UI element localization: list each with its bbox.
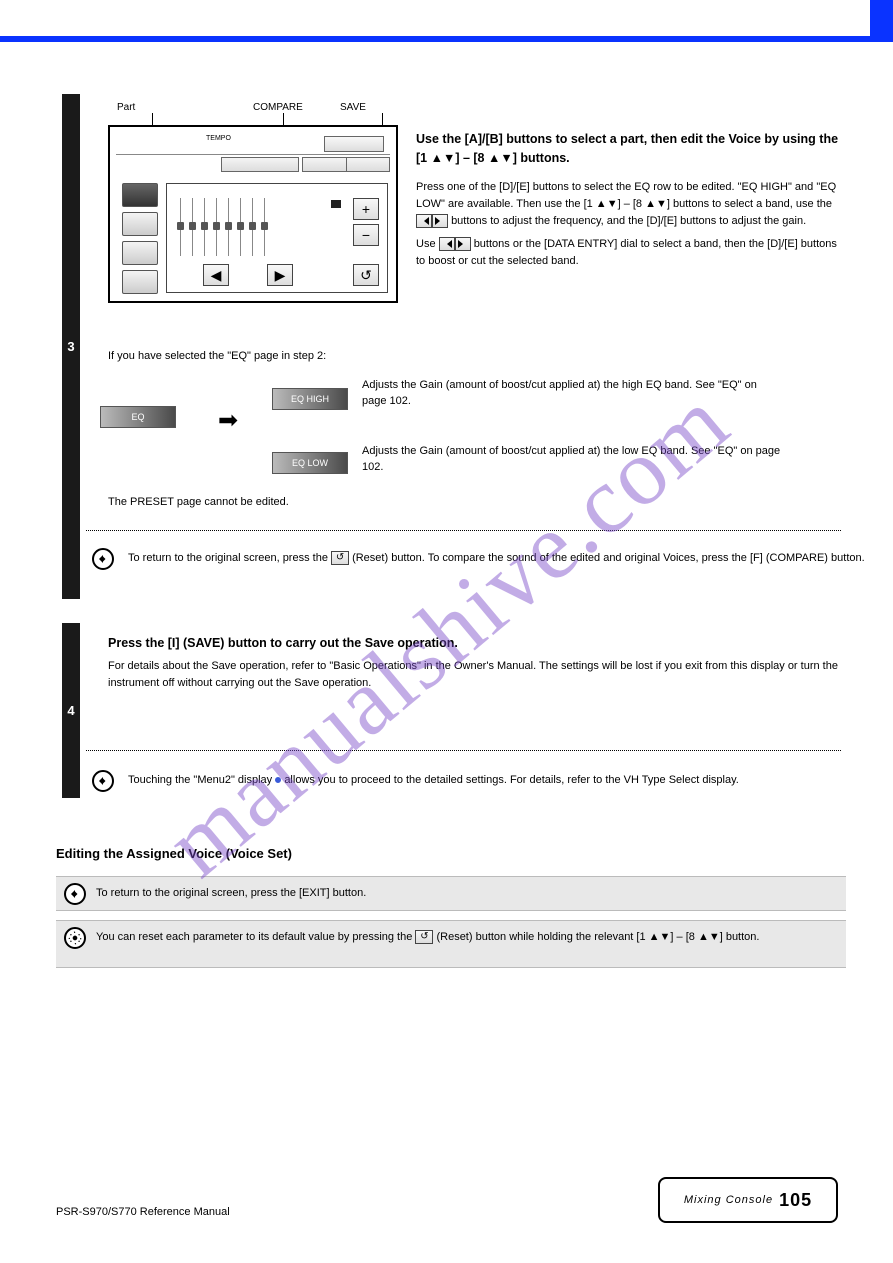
eq-side-btn-2[interactable] — [122, 212, 158, 236]
tempo-label: TEMPO — [206, 135, 231, 142]
eq-slider-1[interactable] — [177, 198, 185, 256]
callout-save: SAVE — [340, 102, 366, 113]
eq-indicator — [331, 200, 341, 208]
left-arrow-icon — [416, 214, 432, 228]
reset-button[interactable]: ↺ — [353, 264, 379, 286]
step3-para1: Press one of the [D]/[E] buttons to sele… — [416, 179, 841, 230]
header-tab — [870, 0, 893, 42]
eq-slider-3[interactable] — [201, 198, 209, 256]
eq-sliders — [177, 198, 307, 258]
flow-btn-eq: EQ — [100, 406, 176, 428]
greybar2-text: You can reset each parameter to its defa… — [96, 931, 759, 943]
step4-body: For details about the Save operation, re… — [108, 658, 838, 692]
tip-row-2: Touching the "Menu2" display allows you … — [92, 770, 739, 792]
tip-row-1: To return to the original screen, press … — [92, 548, 865, 570]
undo-icon-2: ↺ — [415, 930, 433, 944]
flow-intro-text: If you have selected the "EQ" page in st… — [108, 348, 388, 365]
eq-slider-7[interactable] — [249, 198, 257, 256]
right-arrow-icon — [432, 214, 448, 228]
start-stop-button[interactable] — [324, 136, 384, 152]
flow-text-1: Adjusts the Gain (amount of boost/cut ap… — [362, 378, 782, 410]
grey-bar-2: You can reset each parameter to its defa… — [56, 920, 846, 968]
left-arrow-button[interactable]: ◀ — [203, 264, 229, 286]
eq-side-btn-4[interactable] — [122, 270, 158, 294]
bullet-icon — [275, 777, 281, 783]
page-section-label: Mixing Console — [684, 1194, 773, 1206]
step3-para2: Use buttons or the [DATA ENTRY] dial to … — [416, 236, 841, 270]
step-number-4: 4 — [62, 623, 80, 798]
eq-tab-b[interactable] — [302, 157, 348, 172]
eq-top-row: TEMPO — [116, 133, 390, 155]
right-arrow-icon-2 — [455, 237, 471, 251]
eq-side-btn-1[interactable] — [122, 183, 158, 207]
left-arrow-icon-2 — [439, 237, 455, 251]
back-icon — [92, 548, 114, 570]
step-3-digit: 3 — [67, 339, 74, 354]
eq-tab-a[interactable] — [221, 157, 299, 172]
tip1-text: To return to the original screen, press … — [128, 548, 865, 567]
eq-side-btn-3[interactable] — [122, 241, 158, 265]
step4-title: Press the [I] (SAVE) button to carry out… — [108, 636, 838, 650]
header-bar — [0, 36, 870, 42]
step4-block: Press the [I] (SAVE) button to carry out… — [108, 636, 838, 692]
flow-text-2: Adjusts the Gain (amount of boost/cut ap… — [362, 444, 782, 476]
callout-part: Part — [117, 102, 135, 113]
eq-side-buttons — [122, 183, 158, 299]
flow-btn-eq-high: EQ HIGH — [272, 388, 348, 410]
page-number-box: Mixing Console 105 — [658, 1177, 838, 1223]
minus-button[interactable]: − — [353, 224, 379, 246]
greybar1-text: To return to the original screen, press … — [96, 887, 366, 899]
eq-slider-8[interactable] — [261, 198, 269, 256]
step3-title: Use the [A]/[B] buttons to select a part… — [416, 130, 841, 169]
flow-arrow-icon: ➡ — [218, 406, 238, 435]
section-header: Editing the Assigned Voice (Voice Set) — [56, 846, 292, 861]
equalizer-diagram: TEMPO + − ◀ ▶ ↺ — [108, 125, 398, 303]
step-4-digit: 4 — [67, 703, 74, 718]
undo-icon: ↺ — [331, 551, 349, 565]
plus-button[interactable]: + — [353, 198, 379, 220]
eq-tab-row — [116, 157, 390, 175]
eq-slider-6[interactable] — [237, 198, 245, 256]
flow-post-text: The PRESET page cannot be edited. — [108, 496, 558, 508]
dotted-divider-2 — [86, 750, 841, 751]
eq-panel: + − ◀ ▶ ↺ — [166, 183, 388, 293]
tip2-text: Touching the "Menu2" display allows you … — [128, 770, 739, 789]
callout-compare: COMPARE — [253, 102, 303, 113]
flow-btn-eq-low: EQ LOW — [272, 452, 348, 474]
dotted-divider-1 — [86, 530, 841, 531]
eq-slider-4[interactable] — [213, 198, 221, 256]
eq-tab-c[interactable] — [346, 157, 390, 172]
back-icon-3 — [64, 883, 86, 905]
eq-slider-2[interactable] — [189, 198, 197, 256]
grey-bar-1: To return to the original screen, press … — [56, 876, 846, 911]
eq-slider-5[interactable] — [225, 198, 233, 256]
step-number-3: 3 — [62, 94, 80, 599]
page-number: 105 — [779, 1190, 812, 1211]
right-arrow-button[interactable]: ▶ — [267, 264, 293, 286]
gear-icon — [64, 927, 86, 949]
step3-text-block: Use the [A]/[B] buttons to select a part… — [416, 130, 841, 276]
back-icon-2 — [92, 770, 114, 792]
page-top-number: 3 — [857, 12, 863, 24]
